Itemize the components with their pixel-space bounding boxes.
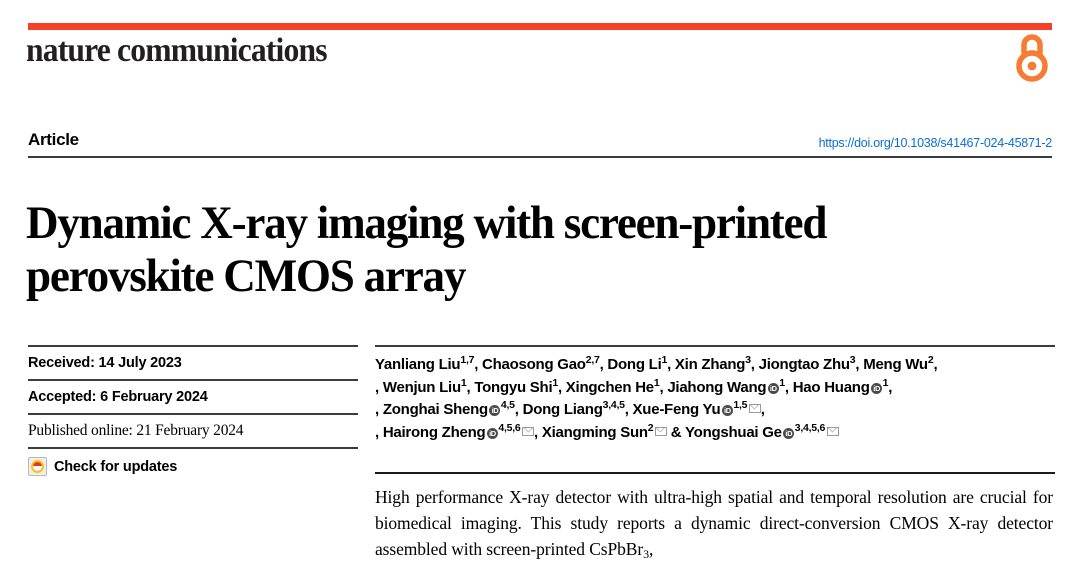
chemical-subscript: 3 [643, 547, 649, 561]
email-icon[interactable] [522, 426, 535, 436]
author-affiliation: 1,5 [733, 399, 748, 411]
email-icon[interactable] [826, 426, 839, 436]
author-name[interactable]: , Dong Liang [514, 401, 603, 418]
author-name[interactable]: , Tongyu Shi [466, 378, 553, 396]
header-divider [28, 156, 1052, 158]
abstract-tail: , [649, 539, 654, 559]
author-name[interactable]: , Xiangming Sun [534, 423, 648, 441]
author-affiliation: 3,4,5,6 [794, 421, 826, 434]
author-name[interactable]: , Jiongtao Zhu [750, 356, 850, 373]
author-affiliation: 1 [779, 376, 785, 389]
orcid-icon[interactable]: iD [871, 382, 883, 394]
open-access-lock-icon [1012, 32, 1052, 84]
author-list: Yanliang Liu1,7, Chaosong Gao2,7, Dong L… [375, 354, 938, 441]
author-name[interactable]: , Zonghai Sheng [375, 401, 488, 418]
authors-divider [375, 345, 1055, 347]
accepted-date: Accepted: 6 February 2024 [28, 379, 358, 413]
orcid-icon[interactable]: iD [783, 427, 795, 439]
author-name[interactable]: , Xue-Feng Yu [624, 401, 721, 418]
author-affiliation: 1 [661, 354, 668, 366]
article-metadata: Received: 14 July 2023 Accepted: 6 Febru… [28, 345, 358, 483]
orcid-icon[interactable]: iD [489, 405, 501, 416]
author-affiliation: 4,5 [500, 399, 515, 411]
author-name[interactable]: , Xingchen He [557, 378, 654, 396]
author-affiliation: 1 [653, 376, 660, 389]
check-for-updates[interactable]: Check for updates [28, 447, 358, 483]
author-affiliation: 2,7 [585, 354, 600, 366]
author-affiliation: 3 [849, 354, 856, 366]
article-type-label: Article [28, 130, 79, 149]
author-affiliation: 3 [745, 354, 751, 366]
author-name[interactable]: , Xin Zhang [667, 356, 746, 373]
author-affiliation: 1 [460, 376, 467, 389]
abstract-divider [375, 472, 1055, 474]
published-date: Published online: 21 February 2024 [28, 413, 358, 447]
author-name[interactable]: , Dong Li [599, 356, 662, 373]
author-name[interactable]: & Yongshuai Ge [666, 423, 782, 441]
abstract-body: High performance X-ray detector with ult… [375, 487, 1053, 559]
author-affiliation: 4,5,6 [498, 421, 521, 434]
email-icon[interactable] [654, 426, 667, 436]
orcid-icon[interactable]: iD [486, 427, 498, 439]
author-affiliation: 1 [882, 376, 889, 389]
author-name[interactable]: , Hao Huang [784, 378, 870, 396]
page-title: Dynamic X-ray imaging with screen-printe… [26, 197, 827, 303]
author-affiliation: 3,4,5 [602, 399, 625, 411]
received-date: Received: 14 July 2023 [28, 345, 358, 379]
author-name[interactable]: , Meng Wu [855, 356, 928, 373]
orcid-icon[interactable]: iD [767, 382, 779, 394]
check-for-updates-label: Check for updates [54, 458, 178, 475]
author-affiliation: 2 [927, 354, 934, 366]
doi-link[interactable]: https://doi.org/10.1038/s41467-024-45871… [818, 136, 1053, 150]
author-name[interactable]: , Chaosong Gao [474, 356, 586, 373]
author-name[interactable]: , Hairong Zheng [375, 423, 486, 441]
abstract-text: High performance X-ray detector with ult… [375, 484, 1053, 562]
author-affiliation: 1 [552, 376, 558, 389]
author-name[interactable]: Yanliang Liu [375, 356, 461, 373]
orcid-icon[interactable]: iD [721, 405, 733, 416]
email-icon[interactable] [748, 404, 761, 413]
author-affiliation: 1,7 [460, 354, 475, 366]
journal-masthead[interactable]: nature communications [26, 32, 328, 69]
author-name[interactable]: , Wenjun Liu [375, 378, 461, 396]
crossmark-icon [28, 457, 47, 476]
brand-accent-rule [28, 23, 1052, 30]
authors-and-abstract: Yanliang Liu1,7, Chaosong Gao2,7, Dong L… [375, 345, 1055, 562]
author-affiliation: 2 [647, 421, 654, 434]
author-name[interactable]: , Jiahong Wang [659, 378, 767, 396]
